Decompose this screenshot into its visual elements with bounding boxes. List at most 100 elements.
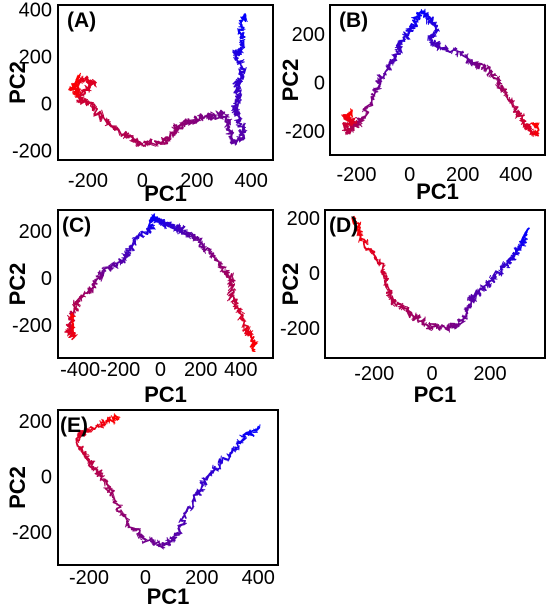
panel-label: (D): [329, 214, 358, 237]
trajectory-segment: [117, 128, 123, 136]
trajectory-segment: [498, 269, 504, 275]
x-tick-label: -200: [69, 567, 109, 589]
trajectory-segment: [105, 489, 109, 492]
trajectory-segment: [455, 323, 458, 326]
trajectory-segment: [517, 111, 521, 115]
y-axis-label: PC2: [278, 263, 303, 306]
trajectory-segment: [203, 247, 209, 253]
panel-label: (A): [67, 9, 96, 32]
trajectory-segment: [144, 539, 151, 542]
trajectory-segment: [432, 325, 438, 328]
trajectory-segment: [359, 221, 362, 226]
trajectory-segment: [160, 218, 163, 222]
trajectory-segment: [493, 74, 498, 76]
trajectory-segment: [407, 28, 412, 35]
trajectory-segment: [72, 91, 74, 95]
trajectory-segment: [223, 270, 229, 273]
x-tick-label: -200: [68, 170, 108, 192]
trajectory-segment: [466, 57, 469, 65]
trajectory-segment: [100, 275, 104, 282]
trajectory-segment: [207, 475, 210, 479]
trajectory-segment: [379, 262, 383, 266]
x-tick-label: 200: [184, 359, 217, 381]
x-tick-label: 200: [185, 567, 218, 589]
trajectory-segment: [240, 438, 246, 443]
trajectory-segment: [114, 128, 117, 131]
trajectory-segment: [219, 111, 223, 113]
trajectory-segment: [232, 446, 234, 453]
trajectory-segment: [110, 263, 119, 267]
trajectory-segment: [70, 317, 73, 320]
trajectory-segment: [73, 84, 79, 87]
trajectory-segment: [350, 108, 353, 118]
trajectory: [68, 13, 248, 148]
trajectory-segment: [500, 273, 503, 277]
trajectory-segment: [354, 120, 358, 124]
trajectory-segment: [526, 127, 529, 130]
trajectory-segment: [241, 319, 246, 328]
x-tick-label: -200: [337, 164, 377, 186]
trajectory-segment: [511, 104, 517, 108]
trajectory-segment: [474, 298, 478, 302]
trajectory-segment: [117, 130, 121, 136]
y-tick-label: -200: [285, 121, 325, 143]
trajectory-segment: [386, 293, 391, 296]
trajectory-segment: [76, 93, 79, 98]
plot-frame: [57, 4, 274, 161]
trajectory-segment: [235, 90, 240, 95]
trajectory-segment: [520, 119, 525, 125]
trajectory: [341, 8, 540, 137]
trajectory-segment: [248, 326, 251, 332]
trajectory-segment: [219, 267, 225, 273]
trajectory-segment: [200, 480, 203, 484]
trajectory-segment: [417, 318, 424, 323]
trajectory-segment: [221, 110, 226, 115]
trajectory-segment: [213, 115, 216, 118]
trajectory-segment: [72, 304, 79, 311]
trajectory-segment: [416, 18, 420, 22]
trajectory-segment: [210, 111, 215, 115]
trajectory-segment: [417, 316, 422, 319]
trajectory-segment: [498, 273, 502, 276]
y-tick-label: 0: [41, 268, 52, 290]
trajectory-segment: [75, 301, 78, 308]
trajectory-segment: [72, 329, 75, 338]
trajectory-segment: [95, 275, 98, 278]
x-tick-label: 200: [446, 164, 479, 186]
trajectory-segment: [228, 295, 233, 300]
trajectory-segment: [435, 42, 442, 47]
y-axis-label: PC2: [5, 61, 30, 104]
trajectory-segment: [191, 497, 195, 502]
trajectory-segment: [102, 266, 112, 268]
trajectory: [351, 215, 530, 333]
trajectory-segment: [73, 90, 75, 93]
trajectory-segment: [235, 441, 239, 445]
trajectory-segment: [431, 34, 434, 36]
trajectory-segment: [80, 99, 89, 105]
y-tick-label: 0: [309, 263, 320, 285]
trajectory-segment: [237, 441, 241, 444]
panel-label: (E): [60, 414, 88, 437]
trajectory-segment: [407, 27, 411, 34]
trajectory-segment: [201, 245, 207, 251]
trajectory-segment: [234, 112, 241, 117]
y-tick-label: -200: [12, 315, 52, 337]
plot-frame: [329, 4, 546, 156]
trajectory-segment: [505, 93, 509, 96]
y-axis-label: PC2: [278, 59, 303, 102]
trajectory-segment: [102, 419, 106, 426]
trajectory-segment: [459, 53, 467, 58]
trajectory-segment: [181, 125, 184, 129]
trajectory-segment: [242, 134, 245, 138]
trajectory-segment: [410, 23, 418, 28]
trajectory-segment: [354, 221, 358, 224]
trajectory-segment: [83, 452, 88, 455]
trajectory-segment: [199, 115, 203, 121]
trajectory-segment: [379, 76, 382, 78]
trajectory-segment: [153, 540, 161, 546]
trajectory-segment: [238, 92, 243, 95]
x-axis-label: PC1: [144, 382, 187, 407]
trajectory: [75, 413, 261, 550]
trajectory-segment: [236, 79, 239, 82]
trajectory-segment: [403, 35, 405, 38]
